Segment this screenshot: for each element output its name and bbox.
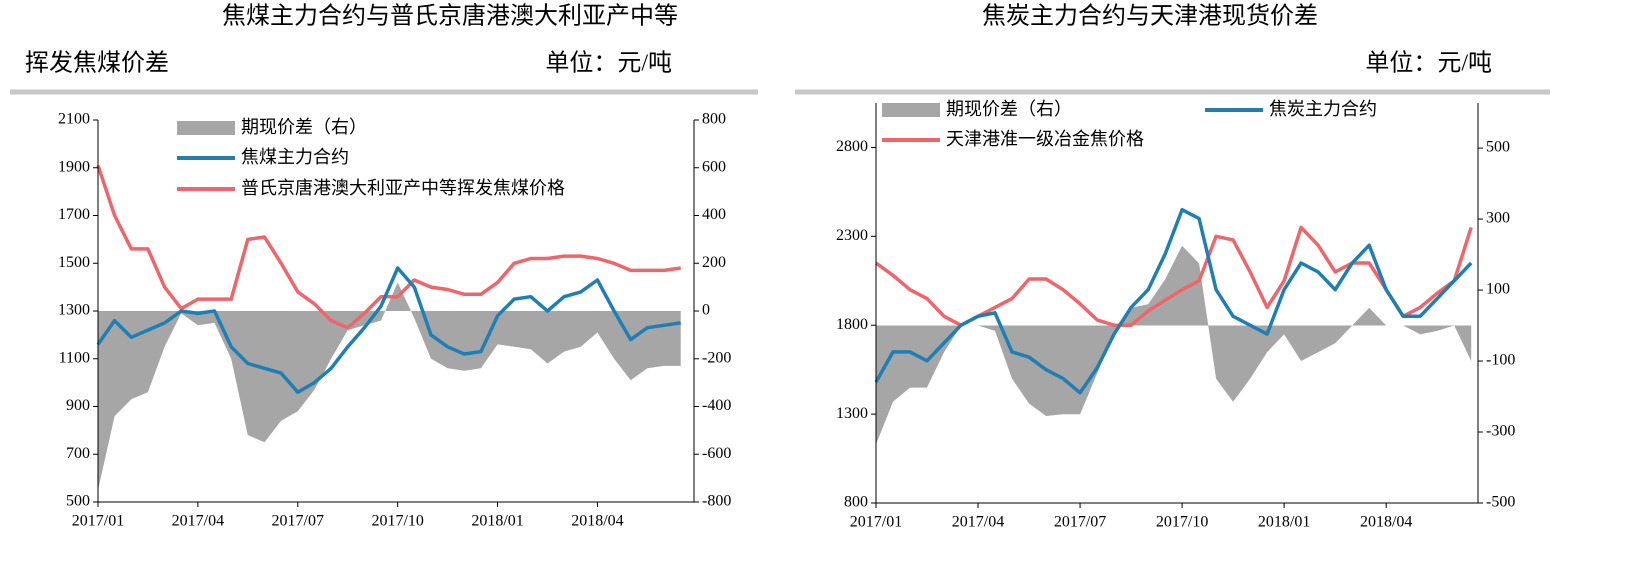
y-tick-label: 1900 bbox=[58, 158, 90, 175]
legend-swatch bbox=[882, 103, 940, 117]
chart-title: 挥发焦煤价差 bbox=[25, 50, 169, 77]
x-tick-label: 2017/10 bbox=[371, 513, 423, 530]
x-tick-label: 2017/01 bbox=[850, 514, 902, 531]
y-tick-label: 2100 bbox=[58, 111, 90, 128]
legend-label: 天津港准一级冶金焦价格 bbox=[946, 129, 1144, 150]
y2-tick-label: 600 bbox=[702, 158, 726, 175]
y2-tick-label: -500 bbox=[1486, 494, 1515, 511]
y-tick-label: 500 bbox=[66, 493, 90, 510]
y2-tick-label: 0 bbox=[702, 302, 710, 319]
x-tick-label: 2017/10 bbox=[1156, 514, 1208, 531]
y-tick-label: 1700 bbox=[58, 206, 90, 223]
y2-tick-label: 400 bbox=[702, 206, 726, 223]
x-tick-label: 2017/07 bbox=[272, 513, 324, 530]
y2-tick-label: 500 bbox=[1486, 139, 1510, 156]
y2-tick-label: -400 bbox=[702, 397, 731, 414]
legend-label: 普氏京唐港澳大利亚产中等挥发焦煤价格 bbox=[241, 178, 565, 199]
x-tick-label: 2018/04 bbox=[1360, 514, 1412, 531]
unit-label: 单位：元/吨 bbox=[1365, 50, 1492, 77]
y-tick-label: 1500 bbox=[58, 254, 90, 271]
y2-tick-label: 200 bbox=[702, 254, 726, 271]
y-tick-label: 2300 bbox=[836, 227, 868, 244]
y2-tick-label: -200 bbox=[702, 349, 731, 366]
y2-tick-label: 800 bbox=[702, 111, 726, 128]
x-tick-label: 2017/04 bbox=[952, 514, 1004, 531]
area bbox=[98, 282, 681, 491]
y-tick-label: 1800 bbox=[836, 316, 868, 333]
legend-label: 焦炭主力合约 bbox=[1269, 99, 1377, 120]
x-tick-label: 2017/07 bbox=[1054, 514, 1106, 531]
x-tick-label: 2017/01 bbox=[72, 513, 124, 530]
chart-title: 焦煤主力合约与普氏京唐港澳大利亚产中等 bbox=[222, 3, 678, 30]
y-tick-label: 900 bbox=[66, 397, 90, 414]
x-tick-label: 2018/01 bbox=[1258, 514, 1310, 531]
y-tick-label: 1100 bbox=[59, 349, 90, 366]
unit-label: 单位：元/吨 bbox=[545, 50, 672, 77]
area bbox=[876, 245, 1472, 445]
legend-label: 焦煤主力合约 bbox=[241, 147, 349, 168]
y-tick-label: 800 bbox=[844, 494, 868, 511]
y2-tick-label: 100 bbox=[1486, 281, 1510, 298]
x-tick-label: 2018/01 bbox=[471, 513, 523, 530]
legend-label: 期现价差（右） bbox=[946, 99, 1072, 120]
y-tick-label: 1300 bbox=[58, 302, 90, 319]
y2-tick-label: -600 bbox=[702, 445, 731, 462]
x-tick-label: 2017/04 bbox=[172, 513, 224, 530]
legend-swatch bbox=[177, 121, 235, 135]
y2-tick-label: -300 bbox=[1486, 423, 1515, 440]
y2-tick-label: -100 bbox=[1486, 352, 1515, 369]
y-tick-label: 2800 bbox=[836, 138, 868, 155]
y2-tick-label: -800 bbox=[702, 493, 731, 510]
chart-title: 焦炭主力合约与天津港现货价差 bbox=[982, 3, 1318, 30]
x-tick-label: 2018/04 bbox=[571, 513, 623, 530]
y-tick-label: 1300 bbox=[836, 405, 868, 422]
y-tick-label: 700 bbox=[66, 445, 90, 462]
line bbox=[874, 207, 1473, 395]
legend-label: 期现价差（右） bbox=[241, 117, 367, 138]
y2-tick-label: 300 bbox=[1486, 210, 1510, 227]
line bbox=[96, 266, 681, 394]
line bbox=[96, 164, 681, 330]
